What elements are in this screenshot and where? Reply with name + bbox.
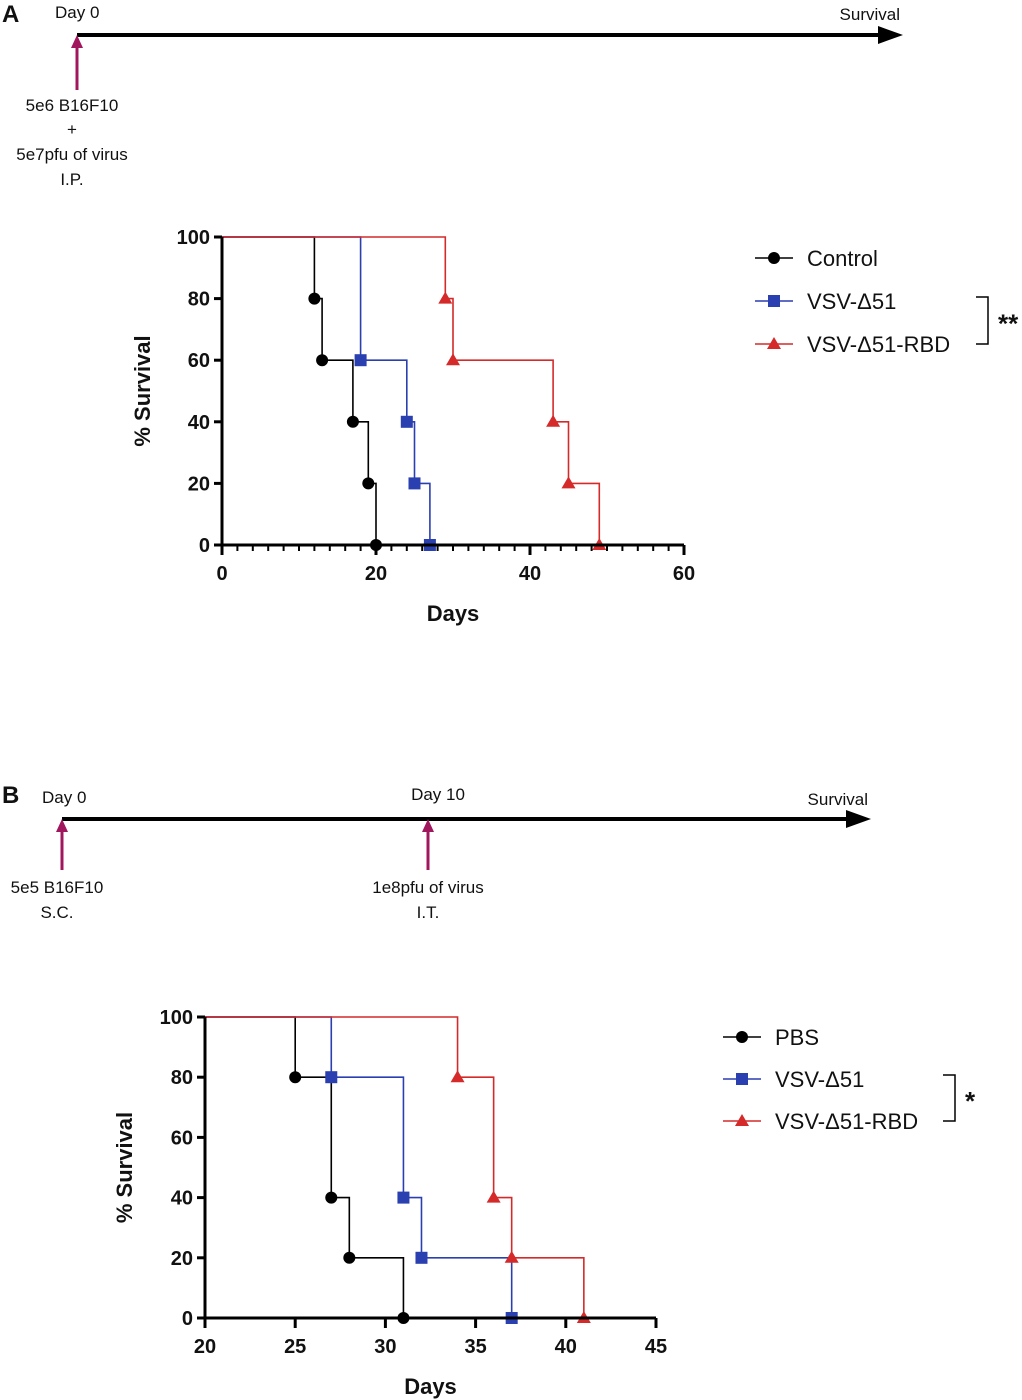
chart-a-y-tick-label-4: 80	[188, 289, 210, 311]
chart-a-series-line-2	[222, 236, 601, 545]
chart-a-significance-bracket	[976, 296, 989, 345]
chart-a-point-0-1	[316, 354, 329, 367]
chart-b-y-axis-label: % Survival	[112, 1112, 137, 1223]
chart-b-legend-marker-0	[736, 1031, 748, 1043]
chart-a-y-axis-label: % Survival	[130, 335, 155, 446]
chart-b-x-tick-label-4: 40	[555, 1336, 577, 1358]
panel-a-injection-line-1: 5e6 B16F10	[26, 96, 119, 115]
panel-a-survival-label: Survival	[840, 5, 900, 24]
chart-b-y-tick-label-5: 100	[160, 1007, 193, 1029]
panel-a-injection-line-4: I.P.	[60, 170, 83, 189]
chart-a-significance-label: **	[998, 309, 1019, 339]
panel-b-injection1-arrowhead	[56, 819, 68, 832]
chart-b-point-1-1	[397, 1191, 410, 1204]
chart-a-point-1-2	[408, 477, 421, 490]
chart-b-y-tick-label-0: 0	[182, 1308, 193, 1330]
chart-b-series-line-1	[205, 1016, 513, 1318]
panel-b-injection2-arrowhead	[422, 819, 434, 832]
chart-a-legend-marker-2	[767, 337, 781, 349]
chart-b-series-line-2	[205, 1016, 585, 1318]
panel-a-day0-label: Day 0	[55, 3, 99, 22]
chart-b-x-tick-label-5: 45	[645, 1336, 667, 1358]
chart-a-legend-label-0: Control	[807, 246, 878, 271]
chart-a-series-line-1	[222, 236, 431, 545]
panel-a-injection-arrowhead	[71, 35, 83, 48]
chart-a-point-0-2	[346, 415, 359, 428]
chart-a-point-1-0	[354, 354, 367, 367]
panel-b-day10-label: Day 10	[411, 785, 465, 804]
chart-b-point-2-2	[504, 1250, 519, 1263]
chart-a-x-axis-label: Days	[427, 601, 480, 626]
chart-b-series-line-0	[205, 1016, 405, 1318]
chart-a-point-1-1	[400, 415, 413, 428]
chart-a-x-tick-label-3: 60	[673, 563, 695, 585]
chart-b-point-0-0	[289, 1071, 302, 1084]
chart-a-x-tick-label-1: 20	[365, 563, 387, 585]
chart-b-legend-label-1: VSV-Δ51	[775, 1067, 864, 1092]
panel-a-injection-line-3: 5e7pfu of virus	[16, 145, 128, 164]
panel-b-day0-label: Day 0	[42, 788, 86, 807]
panel-b-injection1-line-1: 5e5 B16F10	[11, 878, 104, 897]
chart-b-legend-marker-1	[736, 1073, 748, 1085]
chart-a-point-2-0	[438, 291, 453, 304]
chart-b-x-tick-label-1: 25	[284, 1336, 306, 1358]
panel-b-injection2-line-2: I.T.	[417, 903, 440, 922]
chart-a-legend-marker-1	[768, 295, 780, 307]
chart-b-point-0-1	[325, 1191, 338, 1204]
chart-a-y-tick-label-1: 20	[188, 473, 210, 495]
chart-a-y-tick-label-3: 60	[188, 350, 210, 372]
chart-b-x-tick-label-3: 35	[464, 1336, 486, 1358]
chart-a-point-2-3	[561, 476, 576, 489]
panel-a-timeline-arrowhead	[878, 26, 903, 44]
chart-a-x-tick-label-0: 0	[216, 563, 227, 585]
panel-a-label: A	[2, 1, 19, 28]
chart-a-x-tick-label-2: 40	[519, 563, 541, 585]
chart-b-significance-bracket	[943, 1074, 956, 1122]
chart-b-point-1-0	[325, 1071, 338, 1084]
panel-a-survival-chart: 0 20 40 60 80 100 0 20 40 60 Days % Survival Control…	[130, 227, 1019, 626]
chart-b-x-tick-label-2: 30	[374, 1336, 396, 1358]
chart-b-significance-label: *	[965, 1086, 976, 1116]
chart-b-point-2-0	[450, 1070, 465, 1083]
chart-b-point-2-1	[486, 1190, 501, 1203]
chart-b-y-tick-label-4: 80	[171, 1067, 193, 1089]
chart-a-y-tick-label-0: 0	[199, 535, 210, 557]
panel-b-injection1-line-2: S.C.	[40, 903, 73, 922]
chart-a-point-0-0	[308, 292, 321, 305]
panel-b-survival-label: Survival	[808, 790, 868, 809]
chart-b-y-tick-label-3: 60	[171, 1127, 193, 1149]
panel-b-timeline-arrowhead	[846, 810, 871, 828]
chart-b-x-tick-label-0: 20	[194, 1336, 216, 1358]
chart-b-legend-label-2: VSV-Δ51-RBD	[775, 1109, 918, 1134]
chart-a-legend-label-2: VSV-Δ51-RBD	[807, 332, 950, 357]
panel-a-injection-line-2: +	[67, 120, 77, 139]
chart-b-point-1-2	[415, 1251, 428, 1264]
chart-a-point-0-3	[362, 477, 375, 490]
chart-b-y-tick-label-2: 40	[171, 1188, 193, 1210]
panel-a-timeline: A Day 0 Survival 5e6 B16F10 + 5e7pfu of …	[2, 1, 903, 189]
panel-b-label: B	[2, 782, 19, 809]
panel-b-injection2-line-1: 1e8pfu of virus	[372, 878, 484, 897]
chart-b-y-tick-label-1: 20	[171, 1248, 193, 1270]
panel-b-timeline: B Day 0 Day 10 Survival 5e5 B16F10 S.C. …	[2, 782, 871, 922]
chart-b-x-axis-label: Days	[404, 1374, 457, 1399]
chart-a-series-line-0	[222, 236, 377, 545]
chart-b-point-0-2	[343, 1251, 356, 1264]
chart-a-point-2-2	[546, 414, 561, 427]
chart-a-legend-marker-0	[768, 252, 780, 264]
chart-a-legend-label-1: VSV-Δ51	[807, 289, 896, 314]
chart-b-legend-marker-2	[735, 1114, 749, 1126]
chart-b-legend-label-0: PBS	[775, 1025, 819, 1050]
chart-a-point-2-1	[446, 353, 460, 366]
chart-a-y-tick-label-2: 40	[188, 412, 210, 434]
chart-a-y-tick-label-5: 100	[177, 227, 210, 249]
